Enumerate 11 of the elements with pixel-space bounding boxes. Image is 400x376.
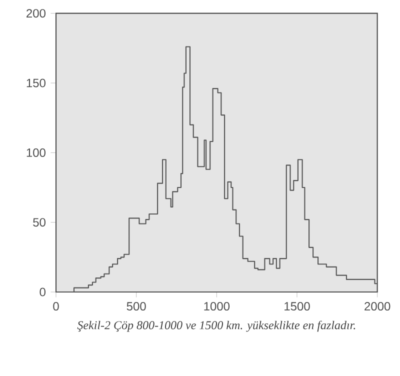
y-tick-label: 0	[40, 288, 46, 296]
x-tick-label: 1500	[284, 302, 310, 311]
x-tick-label: 0	[53, 302, 59, 311]
x-tick-label: 1000	[204, 302, 230, 311]
y-tick-label: 50	[33, 218, 46, 227]
y-tick-label: 100	[26, 148, 46, 157]
y-tick-label: 200	[26, 9, 46, 18]
x-tick-label: 2000	[364, 302, 390, 311]
y-tick-label: 150	[26, 78, 46, 88]
text: Şekil-2 Çöp 800-1000 ve 1500 km. yükseklikte en fazladır.	[77, 320, 356, 332]
x-tick-label: 500	[126, 302, 146, 311]
